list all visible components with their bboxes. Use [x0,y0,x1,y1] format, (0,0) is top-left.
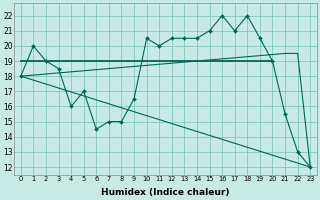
X-axis label: Humidex (Indice chaleur): Humidex (Indice chaleur) [101,188,230,197]
